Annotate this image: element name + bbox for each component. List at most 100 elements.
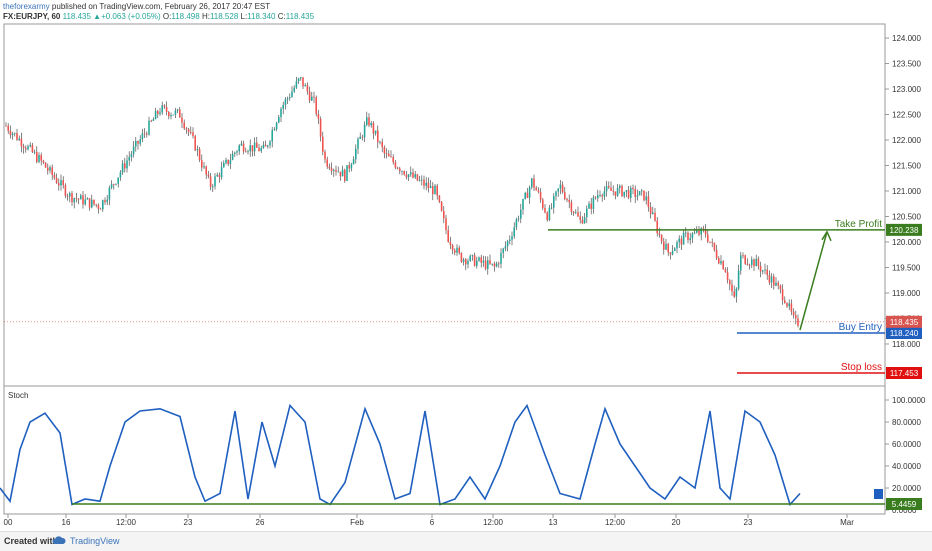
candle-body <box>216 174 218 177</box>
candle-body <box>113 184 115 185</box>
price-tick-label: 120.000 <box>892 238 921 247</box>
candle-body <box>592 197 595 209</box>
candle-body <box>773 276 775 286</box>
candle-body <box>372 122 375 134</box>
chart-canvas[interactable]: 124.000 123.500 123.000 122.500 122.000 121.5… <box>0 0 932 531</box>
candle-body <box>91 199 93 208</box>
time-axis[interactable]: 00 16 12:00 23 26 Feb 6 12:00 13 12:00 20 23 Mar <box>4 514 855 527</box>
candle-body <box>69 193 71 197</box>
candle-body <box>25 147 27 150</box>
candle-body <box>517 218 520 220</box>
candle-body <box>559 184 562 189</box>
candle-body <box>190 132 192 133</box>
author-link[interactable]: theforexarmy <box>3 2 50 11</box>
candle-body <box>49 167 51 171</box>
price-change: +0.063 (+0.05%) <box>101 12 161 21</box>
candle-body <box>548 207 551 221</box>
candle-body <box>407 174 410 178</box>
candle-body <box>577 212 579 217</box>
candle-body <box>225 159 227 164</box>
candle-body <box>262 144 265 148</box>
time-tick-label: 26 <box>256 518 265 527</box>
time-tick-label: 23 <box>744 518 753 527</box>
candle-body <box>401 170 403 172</box>
candle-body <box>374 130 377 134</box>
candle-body <box>280 108 282 118</box>
price-tick-label: 121.000 <box>892 187 921 196</box>
candle-body <box>218 174 221 178</box>
candle-body <box>291 91 293 98</box>
candle-body <box>682 232 685 245</box>
tradingview-link[interactable]: TradingView <box>70 536 120 546</box>
candle-body <box>438 195 441 202</box>
candle-body <box>73 198 75 203</box>
candle-body <box>269 141 271 146</box>
price-axis[interactable]: 124.000 123.500 123.000 122.500 122.000 121.5… <box>885 34 921 349</box>
candle-body <box>357 138 359 149</box>
candle-body <box>47 167 49 171</box>
candle-body <box>247 151 249 153</box>
candle-body <box>11 133 14 135</box>
candle-body <box>293 87 295 92</box>
candle-body <box>691 233 694 239</box>
open-value: 118.498 <box>171 12 200 21</box>
candle-body <box>658 233 661 235</box>
candle-body <box>700 228 702 235</box>
price-tick-label: 119.500 <box>892 264 921 273</box>
candle-body <box>645 196 647 201</box>
candle-body <box>718 258 720 264</box>
candle-body <box>231 153 234 160</box>
candle-body <box>110 184 113 188</box>
candle-body <box>522 198 524 210</box>
candle-body <box>663 241 665 250</box>
candle-body <box>163 105 166 107</box>
candle-body <box>425 182 427 186</box>
candle-body <box>465 259 467 265</box>
candle-body <box>458 247 460 253</box>
candle-body <box>315 97 317 115</box>
candle-body <box>759 266 762 272</box>
candle-body <box>328 166 331 169</box>
candle-body <box>762 270 764 272</box>
candle-body <box>737 270 740 289</box>
low-label: L: <box>240 12 248 21</box>
candle-body <box>214 176 216 187</box>
candle-body <box>234 152 236 154</box>
stoch-tick-label: 40.0000 <box>892 462 921 471</box>
candle-body <box>7 125 9 131</box>
candle-body <box>399 168 401 172</box>
close-label: C: <box>277 12 286 21</box>
candle-body <box>539 192 542 200</box>
candle-body <box>469 255 471 261</box>
candle-body <box>462 259 465 262</box>
candle-body <box>289 97 291 99</box>
candle-body <box>9 130 12 135</box>
current-price-value: 118.435 <box>890 318 919 327</box>
candle-body <box>412 172 414 178</box>
candle-body <box>414 174 416 178</box>
high-label: H: <box>201 12 210 21</box>
time-tick-label: Feb <box>350 518 364 527</box>
candle-body <box>484 260 487 269</box>
candle-body <box>781 289 784 301</box>
candle-body <box>476 260 478 266</box>
candle-body <box>566 198 568 201</box>
candle-body <box>669 252 672 255</box>
candle-body <box>555 191 557 197</box>
candle-body <box>722 261 724 270</box>
candle-body <box>632 187 634 190</box>
level-value: 117.453 <box>890 369 919 378</box>
candle-body <box>275 122 278 130</box>
stoch-indicator-badge-icon <box>874 489 883 499</box>
candle-body <box>502 248 504 253</box>
candle-body <box>40 155 42 161</box>
candle-body <box>344 169 346 181</box>
candle-body <box>154 110 157 120</box>
candle-body <box>253 142 256 152</box>
candle-body <box>421 179 423 181</box>
candle-body <box>575 212 577 214</box>
stoch-axis[interactable]: 100.0000 80.0000 60.0000 40.0000 20.0000 0.00… <box>885 396 926 515</box>
candle-body <box>179 109 181 118</box>
candle-body <box>564 192 566 199</box>
candle-body <box>751 259 753 265</box>
